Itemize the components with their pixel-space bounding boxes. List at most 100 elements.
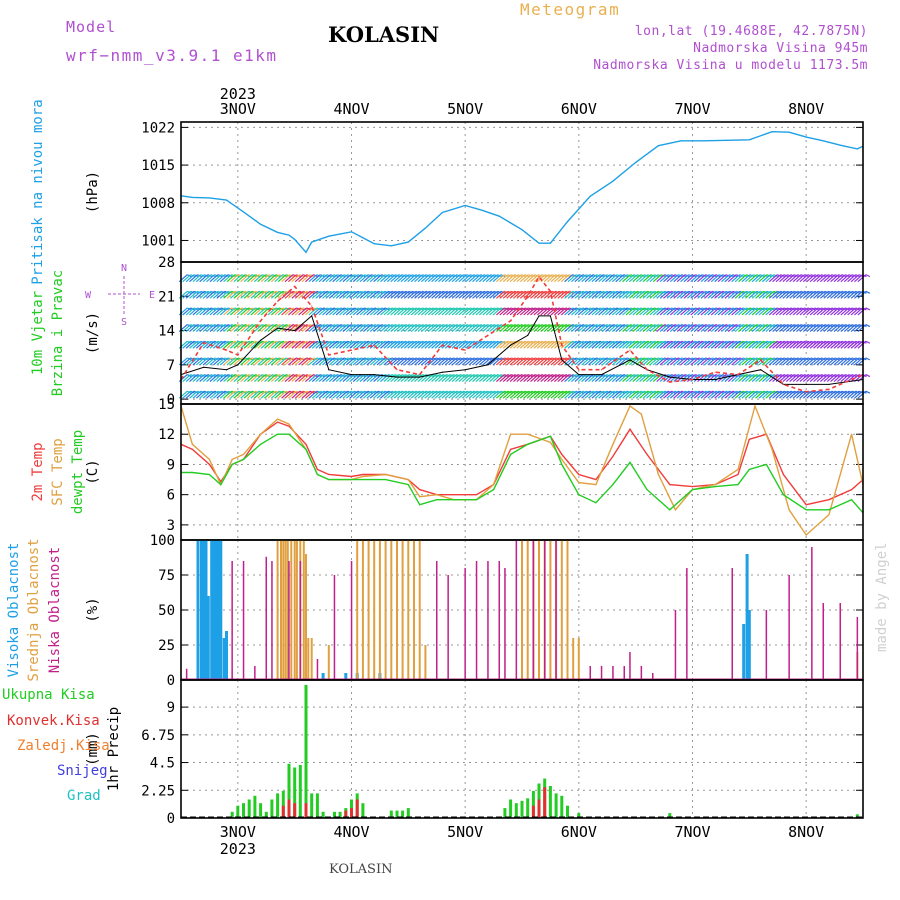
wind-barb [363,390,372,399]
wind-barb [686,307,696,316]
wind-barb [854,357,863,366]
wind-barb [192,357,202,366]
wind-series-line [180,275,864,393]
wind-barb [744,390,754,399]
wind-barb [724,357,734,366]
wind-barb [209,290,219,299]
wind-barb [502,274,512,283]
wind-barb [294,290,304,299]
wind-barb [482,340,492,349]
wind-barb [717,357,727,366]
wind-barb [386,290,396,299]
wind-barb [420,290,430,299]
wind-point [629,349,631,351]
wind-point [419,376,421,378]
wind-barb [420,390,430,399]
wind-barb [533,340,543,349]
wind-barb [819,390,829,399]
wind-barb [434,357,444,366]
cloud-bar [310,638,313,680]
wind-barb [294,307,304,316]
wind-unit-label: (m/s) [85,312,101,354]
wind-barb [649,340,659,349]
wind-barb [243,390,253,399]
wind-barb [646,307,655,316]
temperature-point [277,421,279,423]
wind-barb [594,390,604,399]
wind-barb [410,390,420,399]
wind-barb [584,290,594,299]
wind-barb [305,374,314,382]
wind-barb [526,274,536,283]
wind-barb [605,390,614,399]
wind-barb [669,290,679,299]
wind-barb [789,290,799,299]
wind-barb [444,374,454,382]
wind-barb [581,324,591,333]
wind-barb [298,390,308,399]
wind-barb [755,324,764,333]
wind-barb [301,307,311,316]
wind-barb [676,390,686,399]
wind-barb [274,390,284,399]
wind-barb [342,274,352,283]
cloud-bar [276,540,279,680]
wind-barb [438,390,447,399]
wind-barb [291,274,301,283]
wind-barb [260,307,270,316]
wind-barb [438,274,447,283]
wind-barb [513,290,522,299]
wind-barb [192,324,202,333]
precip-bar [560,795,564,818]
wind-barb [427,290,437,299]
temperature-point [419,504,421,506]
wind-barb [247,274,256,283]
cloud-bar [560,540,563,680]
wind-barb [816,340,826,349]
wind-barb [243,357,253,366]
wind-barb [693,274,703,283]
wind-barb [673,340,683,349]
wind-barb [843,357,853,366]
wind-barb [250,274,260,283]
wind-barb [669,390,679,399]
wind-series-line [180,315,864,385]
cloud-bar [475,561,478,680]
wind-barb [212,357,222,366]
wind-barb [516,390,526,399]
wind-barb [356,390,365,399]
temperature-point [612,443,614,445]
wind-barb [438,357,447,366]
wind-barb [686,374,696,382]
wind-barb [731,390,741,399]
wind-barb [704,374,713,382]
wind-barb [478,324,488,333]
temperature-point [259,433,262,435]
wind-barb [199,390,209,399]
wind-point [225,369,228,371]
wind-barb [226,374,236,382]
wind-barb [724,390,734,399]
wind-barb [564,307,573,316]
wind-barb [785,357,795,366]
pressure-point [566,221,569,223]
wind-barb [281,307,290,316]
wind-barb [594,290,604,299]
cloud-bar [731,568,733,680]
wind-barb [195,390,205,399]
temperature-point [629,461,631,464]
wind-barb [287,340,297,349]
wind-barb [349,390,359,399]
wind-barb [400,357,410,366]
wind-barb [243,274,253,283]
wind-barb [461,307,471,316]
wind-barb [243,307,253,316]
cloud-bar [384,540,387,680]
wind-barb [700,290,710,299]
wind-barb [236,274,246,283]
wind-frame [180,261,864,405]
wind-barb [332,374,342,382]
wind-barb [823,290,833,299]
wind-barb [850,390,860,399]
wind-barb [393,290,403,299]
